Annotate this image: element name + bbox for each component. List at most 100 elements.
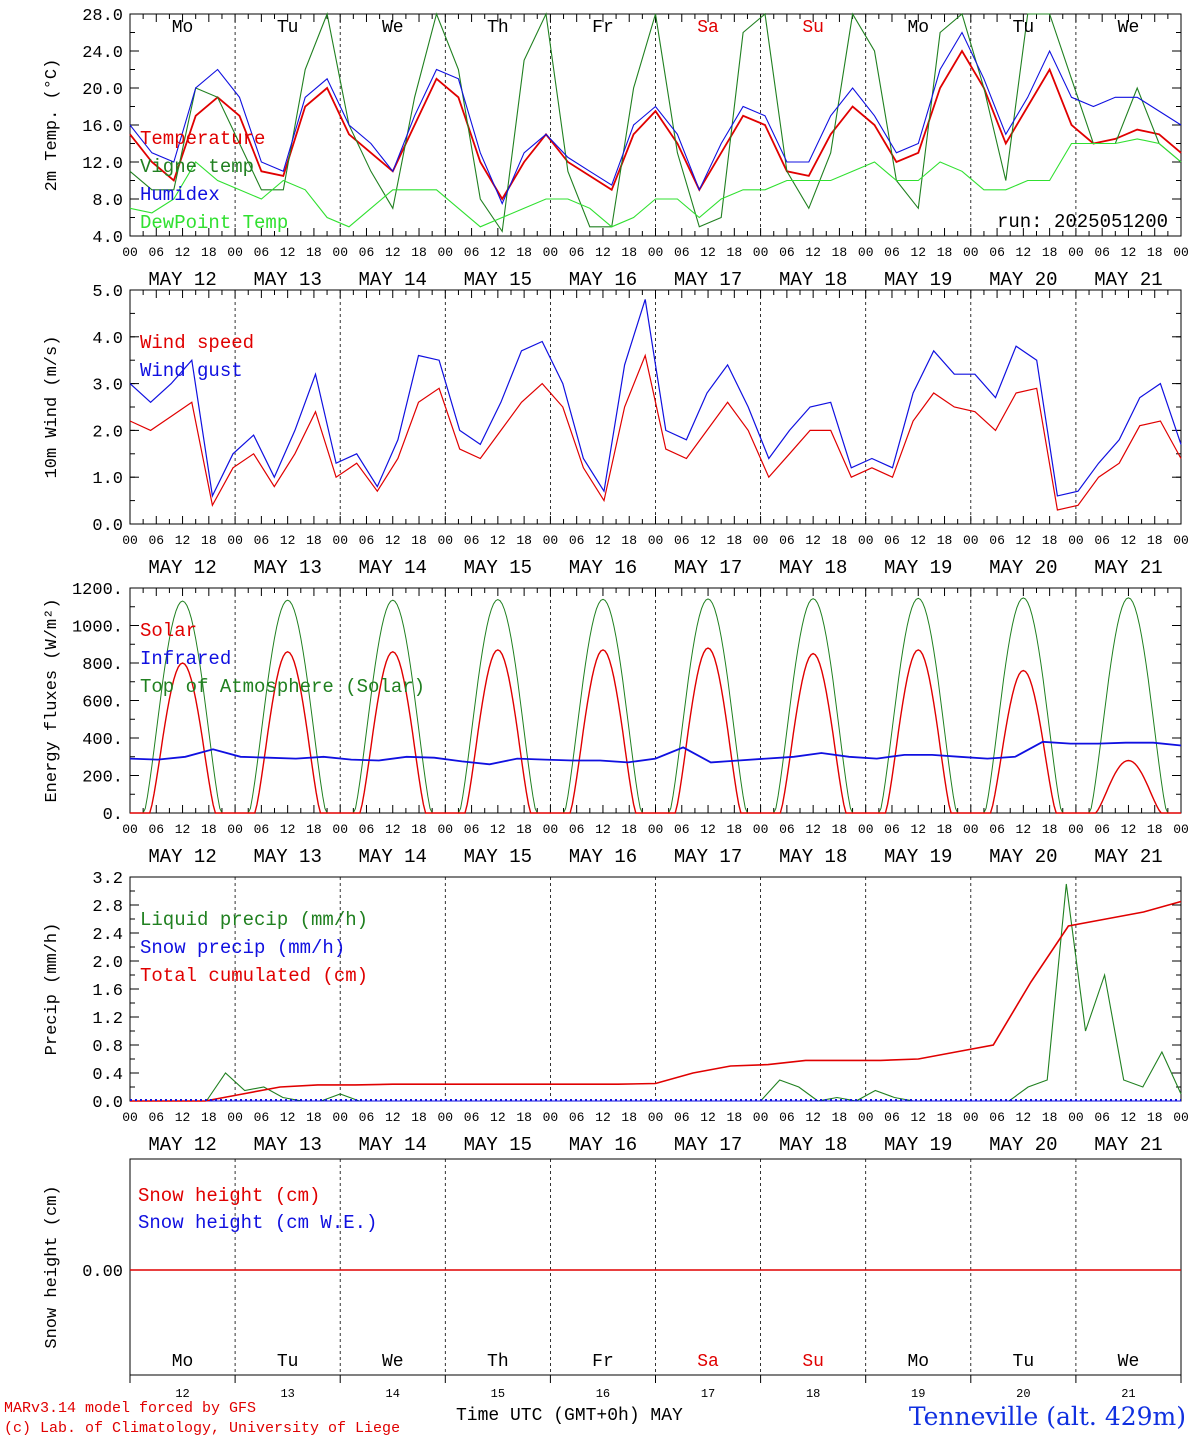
hour-tick-label: 06 [359, 1110, 375, 1125]
weekday-label: Sa [697, 1352, 719, 1372]
date-label: MAY 13 [253, 557, 321, 579]
hour-tick-label: 06 [779, 533, 795, 548]
hour-tick-label: 12 [280, 533, 296, 548]
hour-tick-label: 00 [332, 245, 348, 260]
hour-tick-label: 00 [963, 1110, 979, 1125]
date-label: MAY 16 [569, 846, 637, 868]
weekday-label: Mo [907, 18, 929, 38]
y-tick-label: 2.0 [92, 423, 123, 442]
hour-tick-label: 06 [989, 245, 1005, 260]
hour-tick-label: 06 [674, 245, 690, 260]
series-humidex [129, 31, 1182, 205]
weekday-label: Mo [172, 1352, 194, 1372]
hour-tick-label: 00 [227, 822, 243, 837]
hour-tick-label: 06 [989, 1110, 1005, 1125]
hour-tick-label: 00 [227, 245, 243, 260]
hour-tick-label: 00 [437, 533, 453, 548]
hour-tick-label: 12 [175, 245, 191, 260]
hour-tick-label: 12 [910, 533, 926, 548]
day-number-label: 17 [701, 1387, 715, 1401]
hour-tick-label: 18 [1147, 822, 1163, 837]
panel-3: 0. 200. 400. 600. 800. 1000. 1200. Energy fluxe… [43, 581, 1189, 868]
hour-tick-label: 12 [385, 1110, 401, 1125]
hour-tick-label: 18 [621, 245, 637, 260]
hour-tick-label: 00 [122, 822, 138, 837]
hour-tick-label: 18 [306, 533, 322, 548]
date-label: MAY 15 [464, 846, 532, 868]
legend-entry: Total cumulated (cm) [140, 965, 368, 987]
hour-tick-label: 00 [753, 822, 769, 837]
legend-entry: Snow height (cm W.E.) [138, 1212, 377, 1234]
hour-tick-label: 06 [1094, 533, 1110, 548]
hour-tick-label: 18 [516, 1110, 532, 1125]
weekday-label: We [1118, 18, 1140, 38]
hour-tick-label: 18 [516, 245, 532, 260]
hour-tick-label: 06 [989, 533, 1005, 548]
legend-entry: Liquid precip (mm/h) [140, 909, 368, 931]
date-label: MAY 13 [253, 269, 321, 291]
y-tick-label: 1.2 [92, 1010, 123, 1029]
date-label: MAY 14 [359, 846, 427, 868]
series-temperature [129, 49, 1182, 201]
date-label: MAY 17 [674, 269, 742, 291]
hour-tick-label: 18 [937, 533, 953, 548]
hour-tick-label: 12 [490, 822, 506, 837]
hour-tick-label: 00 [963, 822, 979, 837]
y-tick-label: 12.0 [82, 155, 123, 174]
y-tick-label: 8.0 [92, 192, 123, 211]
y-tick-label: 16.0 [82, 118, 123, 137]
y-tick-label: 20.0 [82, 81, 123, 100]
hour-tick-label: 12 [280, 1110, 296, 1125]
day-number-label: 13 [280, 1387, 294, 1401]
hour-tick-label: 00 [543, 533, 559, 548]
date-label: MAY 21 [1094, 846, 1162, 868]
y-axis-label: Precip (mm/h) [43, 923, 62, 1056]
legend-entry: Temperature [140, 128, 265, 150]
panel-1: 4.0 8.0 12.0 16.0 20.0 24.0 28.0 2m Temp. (°C) 0… [43, 7, 1189, 291]
weekday-label: Tu [1013, 18, 1035, 38]
weekday-label: We [382, 18, 404, 38]
day-number-label: 15 [491, 1387, 505, 1401]
hour-tick-label: 18 [201, 245, 217, 260]
hour-tick-label: 12 [490, 1110, 506, 1125]
hour-tick-label: 00 [648, 1110, 664, 1125]
hour-tick-label: 18 [727, 245, 743, 260]
hour-tick-label: 12 [1121, 822, 1137, 837]
hour-tick-label: 18 [727, 533, 743, 548]
hour-tick-label: 18 [832, 245, 848, 260]
hour-tick-label: 18 [516, 822, 532, 837]
hour-tick-label: 00 [963, 245, 979, 260]
date-label: MAY 20 [989, 1134, 1057, 1156]
series-infrared [129, 740, 1182, 766]
date-label: MAY 20 [989, 269, 1057, 291]
weekday-label: Th [487, 1352, 509, 1372]
hour-tick-label: 18 [1042, 822, 1058, 837]
hour-tick-label: 12 [490, 245, 506, 260]
hour-tick-label: 06 [1094, 245, 1110, 260]
date-label: MAY 17 [674, 1134, 742, 1156]
hour-tick-label: 06 [148, 533, 164, 548]
series-vigne-temp [129, 12, 1182, 233]
date-label: MAY 18 [779, 557, 847, 579]
hour-tick-label: 12 [805, 1110, 821, 1125]
date-label: MAY 21 [1094, 557, 1162, 579]
legend-entry: Wind gust [140, 360, 243, 382]
date-label: MAY 18 [779, 269, 847, 291]
hour-tick-label: 00 [753, 1110, 769, 1125]
hour-tick-label: 12 [385, 245, 401, 260]
hour-tick-label: 12 [595, 245, 611, 260]
hour-tick-label: 00 [122, 1110, 138, 1125]
hour-tick-label: 12 [595, 533, 611, 548]
day-number-label: 18 [806, 1387, 820, 1401]
hour-tick-label: 00 [122, 533, 138, 548]
hour-tick-label: 12 [700, 245, 716, 260]
hour-tick-label: 06 [1094, 822, 1110, 837]
date-label: MAY 12 [148, 846, 216, 868]
y-tick-label: 3.0 [92, 377, 123, 396]
credit-lab: (c) Lab. of Climatology, University of L… [4, 1420, 401, 1437]
hour-tick-label: 00 [753, 245, 769, 260]
hour-tick-label: 00 [437, 1110, 453, 1125]
y-tick-label: 0.0 [92, 517, 123, 536]
credit-model: MARv3.14 model forced by GFS [4, 1400, 257, 1417]
